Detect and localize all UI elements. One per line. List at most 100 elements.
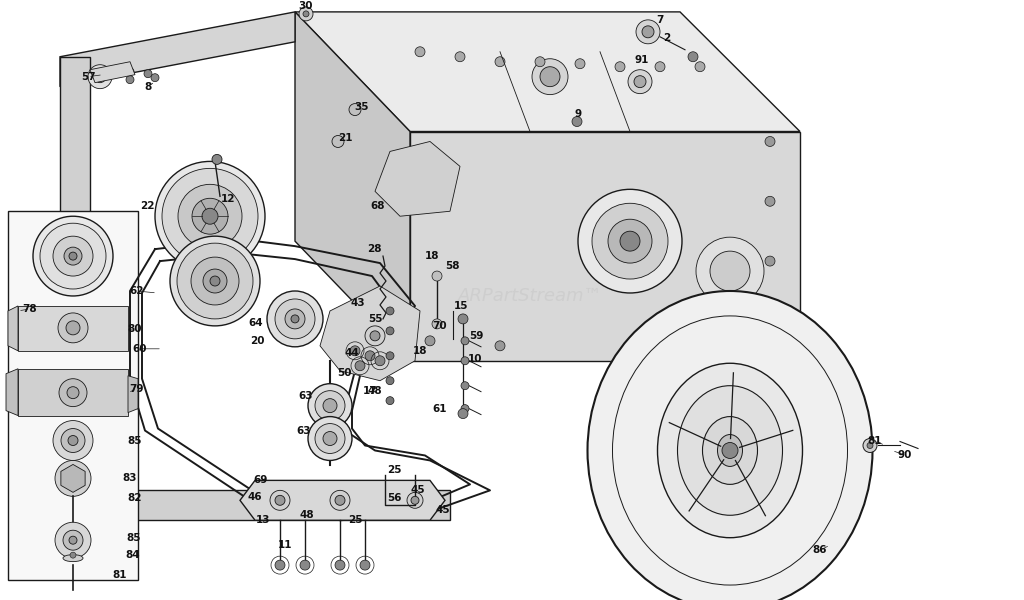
Text: 10: 10 (468, 354, 482, 364)
Circle shape (33, 216, 113, 296)
Circle shape (386, 352, 394, 360)
Text: 8: 8 (144, 82, 152, 92)
Text: 48: 48 (300, 510, 314, 520)
Polygon shape (90, 62, 135, 83)
Text: 84: 84 (126, 550, 140, 560)
Text: 85: 85 (128, 436, 142, 446)
Circle shape (636, 20, 660, 44)
Circle shape (349, 104, 361, 116)
Circle shape (432, 319, 442, 329)
Circle shape (455, 52, 465, 62)
Circle shape (53, 236, 93, 276)
Circle shape (193, 198, 228, 234)
Polygon shape (60, 57, 90, 530)
Circle shape (299, 7, 313, 21)
Text: 2: 2 (664, 33, 671, 43)
Text: ARPartStream™: ARPartStream™ (458, 287, 602, 305)
Circle shape (291, 315, 299, 323)
Circle shape (202, 208, 218, 224)
Polygon shape (410, 131, 800, 361)
Circle shape (69, 536, 77, 544)
Circle shape (275, 560, 285, 570)
Text: 22: 22 (139, 201, 155, 211)
Circle shape (67, 386, 79, 398)
Circle shape (270, 490, 290, 510)
Circle shape (532, 59, 568, 95)
Circle shape (315, 391, 345, 421)
Circle shape (63, 247, 82, 265)
Circle shape (628, 70, 652, 94)
Circle shape (575, 59, 585, 69)
Ellipse shape (63, 554, 83, 562)
Circle shape (540, 67, 560, 86)
Circle shape (177, 243, 253, 319)
Circle shape (63, 530, 83, 550)
Circle shape (300, 560, 310, 570)
Text: 63: 63 (297, 425, 311, 436)
Circle shape (634, 76, 646, 88)
Circle shape (178, 184, 242, 248)
Circle shape (69, 252, 77, 260)
Circle shape (88, 65, 112, 89)
Circle shape (323, 431, 337, 445)
Text: 44: 44 (345, 348, 359, 358)
Text: 50: 50 (337, 368, 351, 378)
Circle shape (212, 154, 222, 164)
Circle shape (867, 443, 873, 448)
Text: 18: 18 (413, 346, 427, 356)
Circle shape (432, 271, 442, 281)
Circle shape (695, 62, 705, 71)
Polygon shape (240, 481, 445, 520)
Text: 56: 56 (387, 493, 401, 503)
Circle shape (615, 62, 625, 71)
Circle shape (535, 57, 545, 67)
Circle shape (370, 331, 380, 341)
Circle shape (386, 397, 394, 404)
Text: 58: 58 (444, 261, 459, 271)
Text: 12: 12 (221, 194, 236, 204)
Ellipse shape (718, 434, 742, 466)
Text: 57: 57 (81, 71, 95, 82)
Circle shape (765, 316, 775, 326)
Circle shape (765, 256, 775, 266)
Circle shape (285, 309, 305, 329)
Text: 45: 45 (411, 485, 425, 496)
Circle shape (386, 377, 394, 385)
Ellipse shape (588, 291, 872, 600)
Text: 17: 17 (362, 386, 377, 395)
Text: 90: 90 (898, 451, 912, 460)
Circle shape (210, 276, 220, 286)
Circle shape (425, 336, 435, 346)
Text: 61: 61 (433, 404, 447, 413)
Text: 28: 28 (367, 244, 381, 254)
Ellipse shape (702, 416, 758, 484)
Circle shape (323, 398, 337, 413)
Circle shape (688, 52, 698, 62)
Circle shape (40, 223, 106, 289)
Text: 7: 7 (656, 15, 664, 25)
Text: 81: 81 (867, 436, 883, 446)
Polygon shape (375, 142, 460, 216)
Circle shape (620, 231, 640, 251)
Text: 30: 30 (299, 1, 313, 11)
Text: 70: 70 (433, 321, 447, 331)
Circle shape (458, 409, 468, 419)
Text: 85: 85 (127, 533, 141, 543)
Polygon shape (18, 369, 128, 416)
Circle shape (415, 47, 425, 57)
Circle shape (53, 421, 93, 460)
Text: 25: 25 (348, 515, 362, 525)
Text: 82: 82 (128, 493, 142, 503)
Text: 55: 55 (368, 314, 382, 324)
Circle shape (191, 257, 239, 305)
Circle shape (59, 379, 87, 407)
Circle shape (411, 496, 419, 505)
Text: 86: 86 (813, 545, 827, 555)
Circle shape (66, 321, 80, 335)
Circle shape (267, 291, 323, 347)
Polygon shape (60, 464, 85, 493)
Text: 15: 15 (454, 301, 468, 311)
Circle shape (275, 496, 285, 505)
Circle shape (407, 493, 423, 508)
Text: 68: 68 (371, 201, 385, 211)
